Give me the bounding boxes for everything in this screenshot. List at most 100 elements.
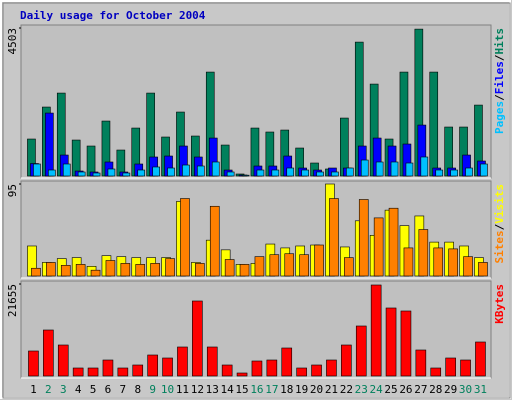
bar (311, 364, 322, 377)
bar (403, 247, 414, 277)
bar (122, 172, 131, 177)
y-tick-label: 95 (6, 184, 19, 197)
x-tick-label: 8 (134, 383, 141, 396)
bar (400, 310, 412, 377)
bar (465, 167, 473, 177)
x-tick-label: 15 (235, 383, 248, 396)
bar (373, 217, 384, 277)
bar (346, 167, 354, 177)
bar (239, 264, 250, 277)
legend: Pages/Files/Hits (493, 28, 506, 134)
bar (167, 167, 175, 177)
bar (475, 341, 486, 377)
x-tick-label: 13 (206, 383, 219, 396)
bar (326, 359, 337, 377)
x-tick-label: 12 (191, 383, 204, 396)
bar (28, 350, 39, 377)
legend-entry: Files (493, 61, 506, 94)
bar (107, 168, 116, 177)
x-tick-label: 31 (474, 383, 487, 396)
bar (448, 248, 458, 277)
bar (90, 269, 101, 277)
bar (132, 364, 144, 377)
bar (284, 253, 295, 277)
bar (296, 367, 307, 377)
x-tick-label: 22 (340, 383, 353, 396)
bar (120, 263, 131, 277)
bar (197, 165, 205, 177)
legend-entry: Sites (493, 230, 506, 263)
bar (182, 164, 190, 177)
bar (33, 163, 41, 177)
bar (241, 174, 250, 177)
bar (344, 257, 354, 277)
x-tick-label: 27 (414, 383, 427, 396)
bar (62, 163, 71, 177)
bar (177, 346, 188, 377)
legend-entry: Visits (493, 184, 506, 224)
bar (405, 162, 414, 177)
x-tick-label: 24 (370, 383, 384, 396)
bar (256, 169, 265, 177)
bar (445, 357, 456, 377)
x-tick-label: 1 (30, 383, 37, 396)
x-tick-label: 18 (280, 383, 293, 396)
bar (269, 254, 280, 277)
legend: Sites/Visits (493, 184, 506, 264)
x-tick-label: 29 (444, 383, 457, 396)
bar (251, 360, 263, 377)
bar (209, 205, 220, 277)
bar (415, 349, 427, 377)
y-tick-label: 21655 (6, 284, 19, 317)
x-tick-label: 9 (149, 383, 156, 396)
bar (340, 117, 349, 177)
bar (390, 161, 399, 177)
bar (433, 247, 444, 277)
bar (388, 207, 399, 277)
bar (435, 169, 444, 177)
bar (147, 354, 158, 377)
bar (429, 71, 439, 177)
bar (254, 256, 265, 277)
x-tick-label: 14 (221, 383, 235, 396)
legend-separator: / (493, 94, 506, 101)
bar (236, 372, 248, 377)
bar (286, 167, 295, 177)
bar (221, 364, 233, 377)
bar (478, 262, 488, 277)
x-tick-label: 4 (75, 383, 82, 396)
bar (135, 264, 146, 277)
bar (75, 264, 86, 277)
bar (46, 262, 56, 277)
bar (180, 198, 190, 277)
legend-entry: Hits (493, 28, 506, 55)
x-tick-label: 23 (355, 383, 368, 396)
legend-entry: Pages (493, 101, 506, 134)
bar (57, 344, 69, 377)
bar (370, 284, 382, 377)
bar (31, 267, 41, 277)
bar (360, 159, 369, 177)
legend-entry: KBytes (493, 284, 506, 324)
x-tick-label: 25 (384, 383, 397, 396)
bar (418, 229, 429, 277)
bar (271, 169, 280, 177)
bar (460, 359, 471, 377)
chart-title: Daily usage for October 2004 (20, 9, 206, 22)
bar (329, 198, 339, 277)
bar (92, 172, 101, 177)
x-tick-label: 20 (310, 383, 323, 396)
bar (45, 112, 54, 177)
bar (86, 145, 96, 177)
x-tick-label: 7 (120, 383, 127, 396)
bar (450, 169, 458, 177)
x-tick-label: 16 (250, 383, 263, 396)
x-tick-label: 3 (60, 383, 67, 396)
legend-separator: / (493, 223, 506, 230)
bar (331, 171, 339, 177)
bar (48, 169, 56, 177)
bar (150, 263, 160, 277)
legend: KBytes (493, 284, 506, 324)
